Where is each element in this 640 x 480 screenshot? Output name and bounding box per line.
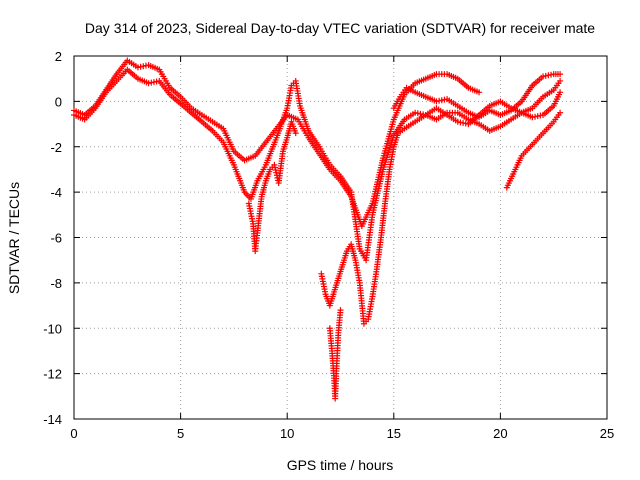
x-tick-label: 15 [387, 426, 401, 441]
data-points [71, 57, 564, 402]
data-point [337, 307, 344, 314]
x-tick-label: 5 [177, 426, 184, 441]
y-tick-label: -14 [43, 412, 62, 427]
y-tick-label: -12 [43, 367, 62, 382]
chart-title: Day 314 of 2023, Sidereal Day-to-day VTE… [85, 20, 595, 36]
y-tick-label: -8 [50, 276, 62, 291]
data-point [292, 130, 299, 137]
data-point [557, 71, 564, 78]
y-tick-label: 0 [55, 94, 62, 109]
data-point [557, 77, 564, 84]
data-point [557, 89, 564, 96]
x-axis-title: GPS time / hours [287, 457, 394, 473]
x-tick-label: 10 [280, 426, 294, 441]
y-tick-label: -4 [50, 185, 62, 200]
data-point [557, 109, 564, 116]
y-axis-title: SDTVAR / TECUs [6, 182, 22, 294]
x-tick-label: 20 [493, 426, 507, 441]
x-tick-label: 25 [600, 426, 614, 441]
y-tick-label: -10 [43, 321, 62, 336]
x-tick-label: 0 [70, 426, 77, 441]
y-tick-label: 2 [55, 49, 62, 64]
y-tick-label: -6 [50, 231, 62, 246]
data-point [476, 89, 483, 96]
y-tick-label: -2 [50, 140, 62, 155]
